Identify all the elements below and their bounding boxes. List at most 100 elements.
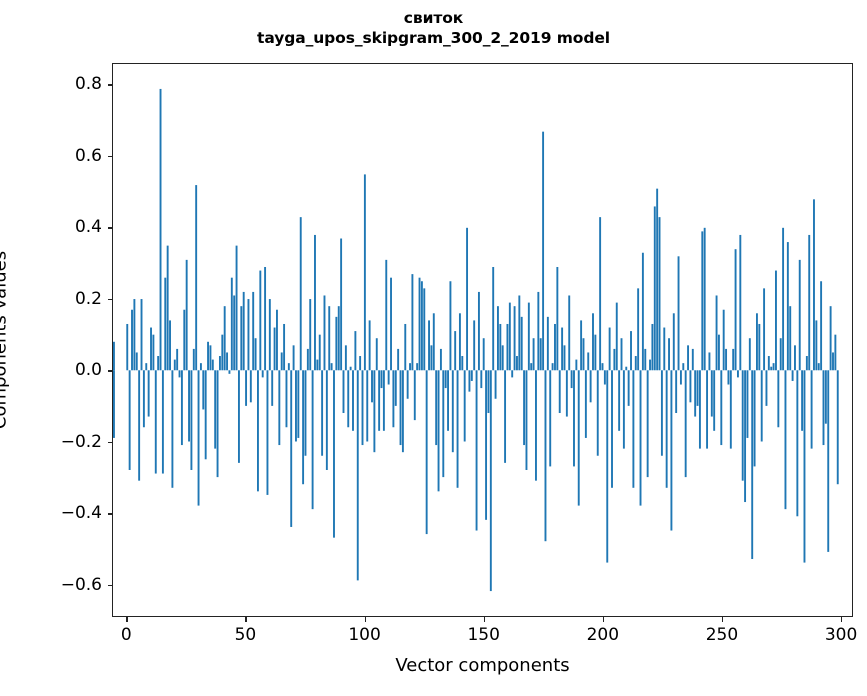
bar (185, 259, 188, 371)
y-tick-label: −0.4 (60, 503, 102, 524)
bar (268, 299, 271, 371)
bar (328, 306, 331, 371)
bar (199, 363, 202, 371)
bar (420, 281, 423, 371)
bar (765, 370, 768, 406)
bar (736, 370, 739, 378)
bar (570, 370, 573, 389)
bar (668, 338, 670, 371)
bar (449, 281, 452, 371)
bar (717, 334, 720, 371)
bar (810, 370, 813, 449)
x-tick-mark (364, 617, 366, 622)
bar (375, 338, 378, 371)
bar (537, 291, 540, 371)
bar (195, 185, 198, 371)
bar (337, 306, 340, 371)
bar (741, 370, 744, 481)
bar (722, 309, 725, 371)
bar (247, 299, 250, 371)
bar (314, 234, 316, 371)
bar (832, 352, 834, 371)
bar (682, 363, 685, 371)
bar-series-svg (113, 88, 839, 592)
bar (665, 370, 668, 488)
bar (542, 131, 545, 371)
bar (261, 370, 264, 378)
bar (280, 352, 283, 371)
bar (352, 370, 354, 431)
bar (599, 217, 602, 371)
bar (770, 366, 773, 371)
bar (649, 359, 651, 371)
bar (432, 313, 435, 371)
bar (188, 370, 190, 442)
bar-series (113, 88, 839, 592)
bar (309, 299, 312, 371)
x-tick-label: 0 (120, 625, 132, 645)
bar (242, 291, 245, 371)
bar (366, 370, 369, 442)
bar (299, 217, 302, 371)
bar (276, 309, 278, 371)
bar (390, 277, 392, 371)
y-tick-mark (108, 584, 113, 587)
bar (527, 302, 530, 371)
bar (808, 234, 811, 371)
bar (577, 370, 580, 506)
bar (368, 320, 371, 371)
bar (290, 370, 293, 527)
bar (245, 370, 248, 406)
bar (335, 316, 338, 371)
bar (760, 370, 763, 442)
bar (171, 370, 174, 488)
bar (751, 370, 754, 560)
bar (257, 370, 259, 492)
bar (779, 338, 782, 371)
bar (482, 338, 485, 371)
bar (333, 370, 335, 538)
bar (834, 334, 837, 371)
bar (273, 327, 276, 371)
bar (746, 370, 749, 438)
bar (397, 348, 400, 371)
bar (285, 370, 288, 428)
bar (209, 345, 212, 371)
bar (646, 370, 649, 478)
bar (755, 313, 758, 371)
bar (363, 174, 366, 371)
bar (824, 370, 827, 424)
bar (713, 370, 716, 431)
bar (387, 370, 390, 385)
bar (651, 323, 654, 371)
bar (259, 270, 262, 371)
bar (513, 306, 516, 371)
bar (340, 238, 343, 371)
bar (601, 363, 604, 371)
bar (715, 295, 718, 371)
bar (582, 338, 585, 371)
bar (558, 370, 561, 414)
bar (580, 320, 583, 371)
bar (325, 370, 328, 470)
bar (687, 345, 690, 371)
bar (508, 302, 511, 371)
bar (226, 352, 229, 371)
bar (530, 363, 533, 371)
bar (216, 370, 219, 478)
bar (615, 302, 618, 371)
bar (133, 299, 136, 371)
bar (732, 348, 735, 371)
bar (634, 356, 637, 371)
y-tick-label: 0.6 (74, 145, 102, 166)
bar (477, 291, 480, 371)
bar (672, 313, 675, 371)
bar (447, 370, 450, 431)
bar (425, 370, 428, 535)
bar (164, 277, 167, 371)
bar (708, 352, 711, 371)
bar (777, 370, 780, 428)
bar (511, 370, 514, 378)
bar (113, 370, 115, 438)
bar (563, 345, 566, 371)
